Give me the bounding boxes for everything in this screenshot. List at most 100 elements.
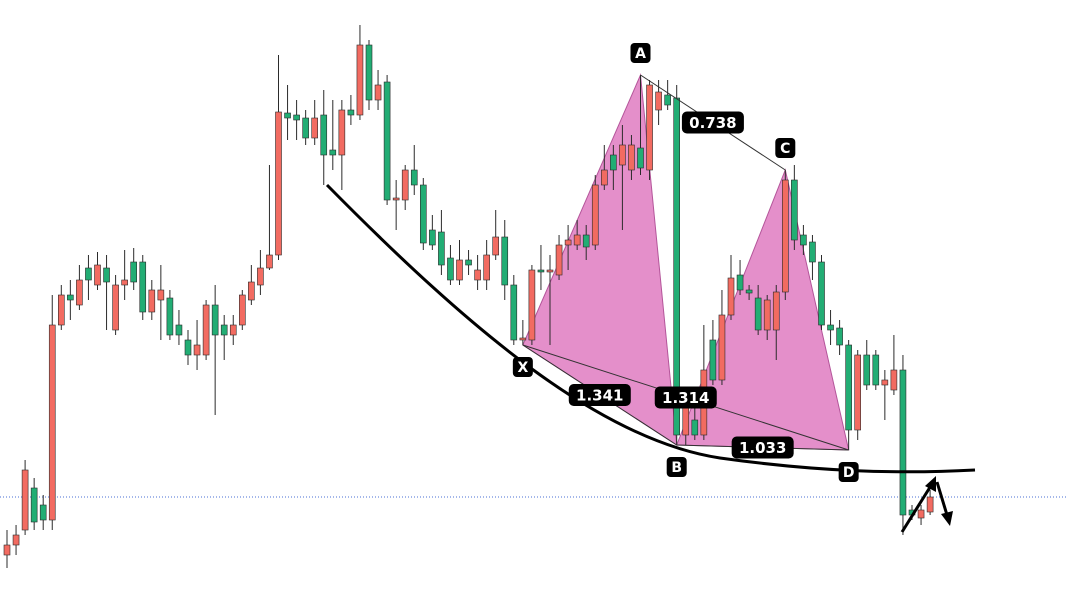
candle-body: [419, 184, 427, 244]
arrow-head: [941, 511, 953, 526]
candle-body: [827, 324, 834, 331]
candle-body: [410, 169, 418, 186]
candle-body: [193, 344, 201, 356]
candle-body: [673, 97, 681, 436]
candle-body: [564, 239, 572, 246]
candle-body: [85, 267, 92, 281]
pattern-point-label: A: [635, 46, 646, 62]
candle-body: [854, 354, 862, 431]
direction-arrows: [900, 476, 953, 533]
candle-body: [483, 254, 490, 281]
ratio-label: 1.314: [662, 389, 709, 407]
candle-body: [12, 534, 20, 546]
candle-body: [610, 154, 617, 171]
candle-body: [130, 261, 137, 283]
candle-body: [781, 179, 789, 293]
candle-body: [67, 294, 74, 301]
candle-body: [709, 339, 717, 381]
candle-body: [809, 241, 816, 263]
candle-body: [94, 264, 101, 286]
candle-body: [166, 297, 174, 336]
candle-body: [582, 234, 590, 248]
candle-body: [3, 544, 11, 556]
candle-body: [447, 257, 454, 281]
candle-body: [800, 234, 807, 246]
candle-body: [76, 279, 83, 306]
ratio-label-box: [731, 436, 794, 459]
candle-body: [302, 117, 309, 139]
candle-body: [926, 496, 934, 513]
candle-body: [754, 297, 762, 331]
candle-body: [600, 169, 608, 186]
candle-body: [211, 304, 219, 336]
candle-body: [736, 274, 744, 291]
candle-body: [39, 504, 47, 521]
candle-body: [917, 509, 925, 519]
candle-body: [438, 231, 445, 266]
candle-body: [628, 144, 635, 171]
candle-body: [30, 487, 38, 523]
candle-body: [881, 379, 889, 386]
candle-body: [347, 109, 355, 116]
candle-body: [293, 114, 300, 121]
candle-body: [546, 269, 554, 273]
candle-body: [257, 267, 264, 286]
candle-body: [637, 147, 644, 169]
candle-body: [591, 184, 599, 246]
candle-body: [374, 84, 382, 101]
pattern-point-label: B: [671, 460, 682, 476]
candle-body: [845, 344, 852, 431]
candle-body: [220, 324, 228, 336]
candle-body: [202, 304, 210, 356]
candle-body: [429, 229, 436, 246]
candle-body: [392, 197, 400, 201]
candle-body: [139, 261, 147, 313]
candle-body: [456, 259, 463, 281]
support-curve: [325, 183, 976, 474]
candle-body: [275, 111, 282, 256]
candle-body: [537, 269, 545, 273]
candle-body: [175, 324, 183, 336]
candle-body: [501, 236, 509, 286]
pattern-point: [512, 357, 533, 377]
candle-body: [772, 291, 780, 331]
pattern-point-label: C: [780, 141, 790, 157]
pattern-point: [666, 457, 687, 477]
arrow-down: [935, 481, 949, 516]
candle-body: [184, 339, 192, 356]
candle-body: [48, 324, 56, 521]
candle-body: [320, 114, 328, 156]
candle-body: [356, 44, 364, 116]
ratio-label-box: [568, 384, 631, 406]
candle-body: [510, 284, 518, 341]
pattern-point: [775, 138, 796, 158]
pattern-point: [630, 43, 651, 63]
pattern-point-label: D: [843, 465, 855, 481]
candle-body: [691, 419, 699, 436]
arrow-head: [925, 476, 936, 492]
candle-body: [646, 84, 653, 171]
candle-body: [791, 179, 798, 241]
candle-body: [239, 294, 246, 326]
candle-body: [401, 169, 409, 201]
candle-body: [266, 254, 273, 269]
candle-body: [103, 267, 110, 283]
candle-body: [519, 337, 527, 341]
candle-body: [573, 234, 581, 246]
candle-body: [148, 289, 156, 313]
candle-body: [890, 369, 898, 391]
candle-body: [57, 294, 65, 326]
candle-body: [112, 284, 119, 331]
candles-layer: [0, 25, 1067, 568]
candle-body: [718, 314, 726, 381]
candle-body: [664, 94, 671, 106]
candle-body: [21, 469, 29, 531]
candle-body: [899, 369, 907, 516]
candle-body: [836, 327, 843, 346]
ratio-label: 1.033: [739, 439, 786, 457]
candle-body: [619, 144, 626, 166]
arrow-up: [900, 483, 934, 533]
candle-body: [284, 112, 291, 119]
candle-body: [818, 261, 825, 326]
